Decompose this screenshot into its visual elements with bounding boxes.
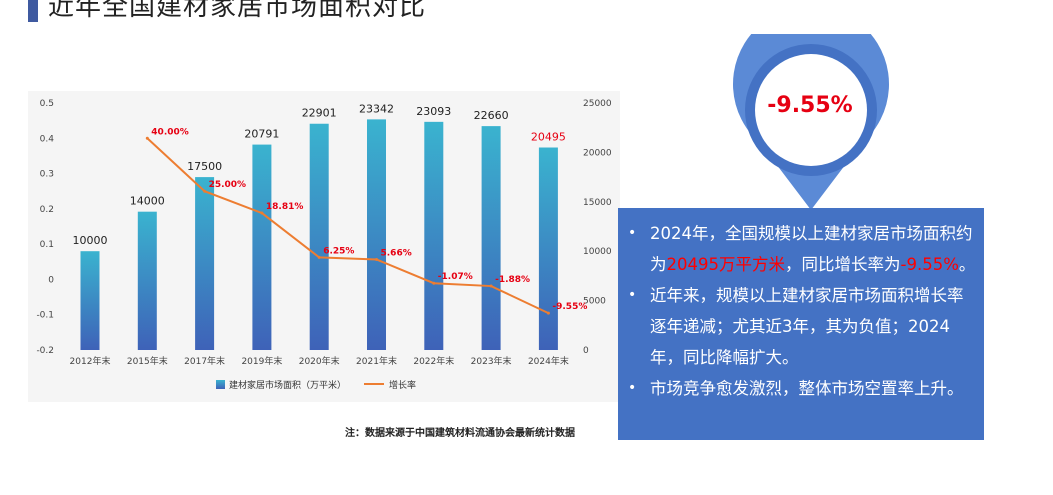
growth-rate-label: 40.00%	[151, 127, 189, 137]
bullet-icon: •	[628, 287, 637, 303]
info-text: 2024年，全国规模以上建材家居市场面积约为	[650, 224, 973, 274]
growth-rate-label: -1.88%	[495, 275, 530, 285]
bar-2019年末	[252, 144, 272, 350]
y-left-tick-label: -0.2	[36, 346, 54, 356]
growth-rate-point	[375, 257, 378, 261]
bar-2023年末	[481, 126, 501, 350]
bar-2020年末	[309, 123, 329, 350]
highlight-rate: -9.55%	[900, 255, 959, 274]
bar-2021年末	[367, 119, 386, 350]
y-left-tick-label: 0.2	[40, 205, 54, 215]
info-item-1: • 2024年，全国规模以上建材家居市场面积约为20495万平方米，同比增长率为…	[626, 218, 976, 280]
growth-rate-point	[546, 311, 550, 315]
bar-value-label: 10000	[73, 234, 108, 247]
info-panel: • 2024年，全国规模以上建材家居市场面积约为20495万平方米，同比增长率为…	[618, 208, 984, 440]
bar-2012年末	[80, 251, 100, 350]
x-tick-label: 2022年末	[413, 355, 454, 367]
bar-2022年末	[424, 121, 444, 350]
growth-rate-label: -1.07%	[438, 272, 473, 282]
y-right-tick-label: 5000	[583, 297, 606, 307]
info-item-3: • 市场竞争愈发激烈，整体市场空置率上升。	[626, 373, 976, 404]
legend-line-label: 增长率	[389, 379, 416, 391]
chart-svg: 0.5 0.4 0.3 0.2 0.1 0 -0.1 -0.2 25000 20000 15000…	[36, 99, 612, 391]
growth-rate-label: 25.00%	[209, 180, 247, 190]
y-right-tick-label: 10000	[583, 247, 612, 257]
growth-rate-point	[203, 189, 207, 193]
growth-rate-point	[432, 281, 436, 285]
info-item-2: • 近年来，规模以上建材家居市场面积增长率逐年递减；尤其近3年，其为负值；202…	[626, 280, 976, 373]
growth-rate-label: -9.55%	[552, 302, 587, 312]
y-left-tick-label: 0.4	[40, 134, 55, 144]
chart-panel: 0.5 0.4 0.3 0.2 0.1 0 -0.1 -0.2 25000 20000 15000…	[28, 91, 620, 402]
growth-rate-line	[146, 137, 549, 315]
y-right-tick-label: 20000	[583, 148, 612, 158]
y-right-tick-label: 0	[583, 346, 589, 356]
legend-bar-swatch	[216, 380, 225, 389]
growth-rate-label: 18.81%	[266, 202, 304, 212]
y-left-tick-label: 0.5	[40, 99, 54, 109]
x-tick-label: 2021年末	[356, 355, 397, 367]
y-left-tick-label: 0	[48, 275, 54, 285]
x-tick-label: 2024年末	[528, 355, 569, 367]
data-source-note: 注：数据来源于中国建筑材料流通协会最新统计数据	[345, 428, 575, 439]
growth-rate-point	[317, 255, 321, 259]
growth-rate-label: 6.25%	[323, 246, 354, 256]
y-left-tick-label: -0.1	[36, 311, 54, 321]
bar-value-label: 17500	[187, 160, 222, 173]
bar-2017年末	[195, 177, 215, 350]
bullet-icon: •	[628, 380, 637, 396]
title-accent-bar	[28, 0, 38, 22]
x-tick-label: 2012年末	[70, 355, 111, 367]
x-tick-label: 2019年末	[241, 355, 282, 367]
info-text: 市场竞争愈发激烈，整体市场空置率上升。	[650, 379, 964, 398]
bar-value-label: 23342	[359, 102, 394, 115]
growth-rate-point	[145, 136, 149, 140]
y-right-tick-label: 25000	[583, 99, 612, 109]
info-text: 近年来，规模以上建材家居市场面积增长率逐年递减；尤其近3年，其为负值；2024年…	[650, 286, 964, 367]
bar-value-label: 20791	[244, 128, 279, 141]
x-tick-label: 2017年末	[184, 355, 225, 367]
bar-2015年末	[137, 211, 157, 350]
info-text: 。	[958, 255, 976, 274]
y-left-tick-label: 0.3	[40, 170, 54, 180]
highlight-area: 20495万平方米	[666, 255, 786, 274]
page-title: 近年全国建材家居市场面积对比	[48, 0, 427, 22]
x-tick-label: 2023年末	[471, 355, 512, 367]
growth-rate-label: 5.66%	[381, 248, 412, 258]
bar-value-label: 23093	[416, 105, 451, 118]
bar-value-label: 14000	[130, 195, 165, 208]
info-text: ，同比增长率为	[785, 255, 901, 274]
y-right-tick-label: 15000	[583, 198, 612, 208]
callout-value: -9.55%	[767, 93, 853, 118]
x-tick-label: 2020年末	[299, 355, 340, 367]
bar-value-label: 20495	[531, 131, 566, 144]
growth-rate-point	[260, 211, 264, 215]
map-pin-callout	[733, 34, 889, 210]
bar-value-label: 22660	[474, 109, 509, 122]
legend-bar-label: 建材家居市场面积（万平米）	[229, 379, 346, 391]
bullet-icon: •	[628, 225, 637, 241]
x-tick-label: 2015年末	[127, 355, 168, 367]
growth-rate-point	[489, 284, 493, 288]
y-left-tick-label: 0.1	[40, 240, 54, 250]
bar-value-label: 22901	[302, 107, 337, 120]
bar-2024年末	[538, 147, 558, 350]
